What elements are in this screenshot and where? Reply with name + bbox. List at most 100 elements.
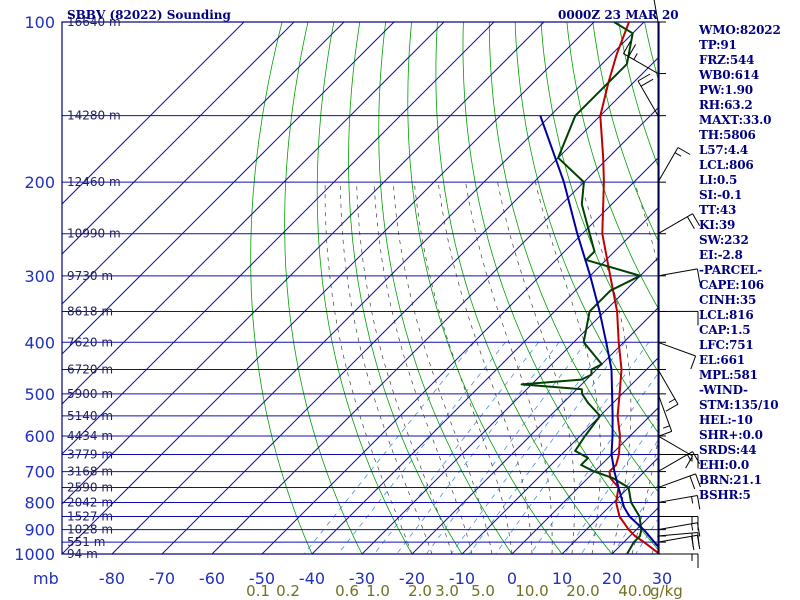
isotherm-line — [411, 306, 659, 554]
wind-barb-staff — [657, 534, 698, 543]
isotherm-line — [561, 456, 659, 554]
stat-item: SI:-0.1 — [699, 188, 743, 202]
stat-item: PW:1.90 — [699, 83, 753, 97]
isotherm-line — [111, 22, 645, 554]
height-label: 8618 m — [67, 304, 113, 318]
temperature-tick-label: 0 — [507, 569, 517, 588]
temperature-tick-label: -10 — [449, 569, 475, 588]
wind-barb-flag — [628, 44, 637, 57]
pressure-tick-label: 700 — [24, 463, 55, 482]
height-label: 5900 m — [67, 387, 113, 401]
pressure-tick-label: 800 — [24, 493, 55, 512]
wind-barb-flag — [685, 455, 694, 469]
stat-item: TP:91 — [699, 38, 737, 52]
parcel-line — [539, 115, 659, 550]
height-label: 94 m — [67, 547, 98, 561]
wind-barb-flag — [662, 425, 670, 429]
wind-barb-flag — [691, 496, 694, 504]
stat-item: LCL:816 — [699, 308, 754, 322]
height-label: 551 m — [67, 535, 105, 549]
mixing-ratio-line — [564, 415, 659, 554]
wind-barb-flag — [696, 522, 701, 537]
wind-barb-flag — [677, 147, 691, 155]
wind-barb-staff — [657, 369, 679, 405]
height-label: 14280 m — [67, 109, 121, 123]
sounding-series — [520, 22, 659, 554]
pressure-tick-label: 900 — [24, 521, 55, 540]
wind-barbs — [622, 0, 701, 568]
temperature-tick-label: -70 — [149, 569, 175, 588]
wind-barb-staff — [657, 435, 693, 457]
mixing-ratio-tick-label: 40.0 — [618, 582, 651, 600]
temperature-tick-label: 20 — [602, 569, 622, 588]
station-title: SBBV (82022) Sounding — [67, 8, 231, 22]
isobars — [61, 21, 660, 555]
height-label: 1527 m — [67, 510, 113, 524]
wind-barb-staff — [623, 53, 659, 74]
mixing-ratio-tick-label: 1.0 — [366, 582, 390, 600]
temperature-line — [599, 22, 659, 554]
isotherm-line — [62, 22, 545, 505]
dry-adiabat — [462, 22, 659, 552]
stat-item: WB0:614 — [699, 68, 760, 82]
isotherm-line — [62, 22, 395, 355]
wind-barb-flag — [695, 473, 701, 488]
stat-item: HEL:-10 — [699, 413, 753, 427]
isotherm-line — [361, 256, 659, 554]
mixing-ratio-tick-label: 2.0 — [408, 582, 432, 600]
pressure-unit-label: mb — [33, 569, 59, 588]
temperature-tick-label: 30 — [652, 569, 672, 588]
stat-item: EHI:0.0 — [699, 458, 750, 472]
stat-item: BSHR:5 — [699, 488, 751, 502]
isotherm-line — [311, 206, 659, 554]
wind-barb-staff — [657, 268, 698, 277]
mixing-ratio-line — [450, 342, 609, 554]
mixing-ratio-line — [337, 342, 506, 554]
isotherm-line — [511, 406, 659, 554]
wind-barb-flag — [622, 41, 631, 54]
wind-barb-staff — [657, 532, 698, 537]
stat-item: SRDS:44 — [699, 443, 757, 457]
stat-item: LFC:751 — [699, 338, 754, 352]
temperature-tick-label: -40 — [299, 569, 325, 588]
pressure-tick-label: 600 — [24, 427, 55, 446]
wind-barb-staff — [657, 341, 696, 357]
stat-item: KI:39 — [699, 218, 736, 232]
isotherm-line — [62, 22, 445, 405]
sounding-time: 0000Z 23 MAR 20 — [558, 8, 679, 22]
wind-barb-flag — [674, 152, 682, 157]
height-label: 16640 m — [67, 15, 121, 29]
stat-item: L57:4.4 — [699, 143, 749, 157]
wind-barb-flag — [637, 73, 651, 82]
stat-item: BRN:21.1 — [699, 473, 762, 487]
wind-barb-flag — [690, 355, 697, 370]
isotherm-line — [62, 22, 345, 305]
wind-barb-flag — [668, 398, 676, 403]
wind-barb-flag — [665, 403, 679, 412]
height-label: 2590 m — [67, 481, 113, 495]
pressure-tick-label: 400 — [24, 333, 55, 352]
wind-barb-staff — [653, 0, 659, 23]
isotherm-line — [62, 22, 295, 255]
sounding-indices: WMO:82022 TP:91 FRZ:544 WB0:614 PW:1.90 RH:63… — [699, 23, 781, 503]
mixing-ratio-tick-label: 0.1 — [246, 582, 270, 600]
isotherm-line — [461, 356, 659, 554]
stat-item: TH:5806 — [699, 128, 756, 142]
pressure-tick-label: 500 — [24, 385, 55, 404]
wind-barb-staff — [657, 147, 679, 183]
height-label: 10990 m — [67, 227, 121, 241]
wind-barb-flag — [640, 78, 654, 87]
height-label: 7620 m — [67, 335, 113, 349]
dry-adiabat — [348, 22, 463, 554]
isotherm-line — [261, 156, 659, 554]
wind-barb-flag — [691, 536, 695, 551]
temperature-tick-label: -30 — [349, 569, 375, 588]
isotherm-line — [211, 106, 659, 554]
stat-item: -WIND- — [699, 383, 748, 397]
wind-barb-staff — [657, 495, 698, 503]
pressure-tick-label: 200 — [24, 173, 55, 192]
wind-barb-flag — [658, 430, 672, 437]
mixing-ratio-line — [396, 342, 560, 554]
